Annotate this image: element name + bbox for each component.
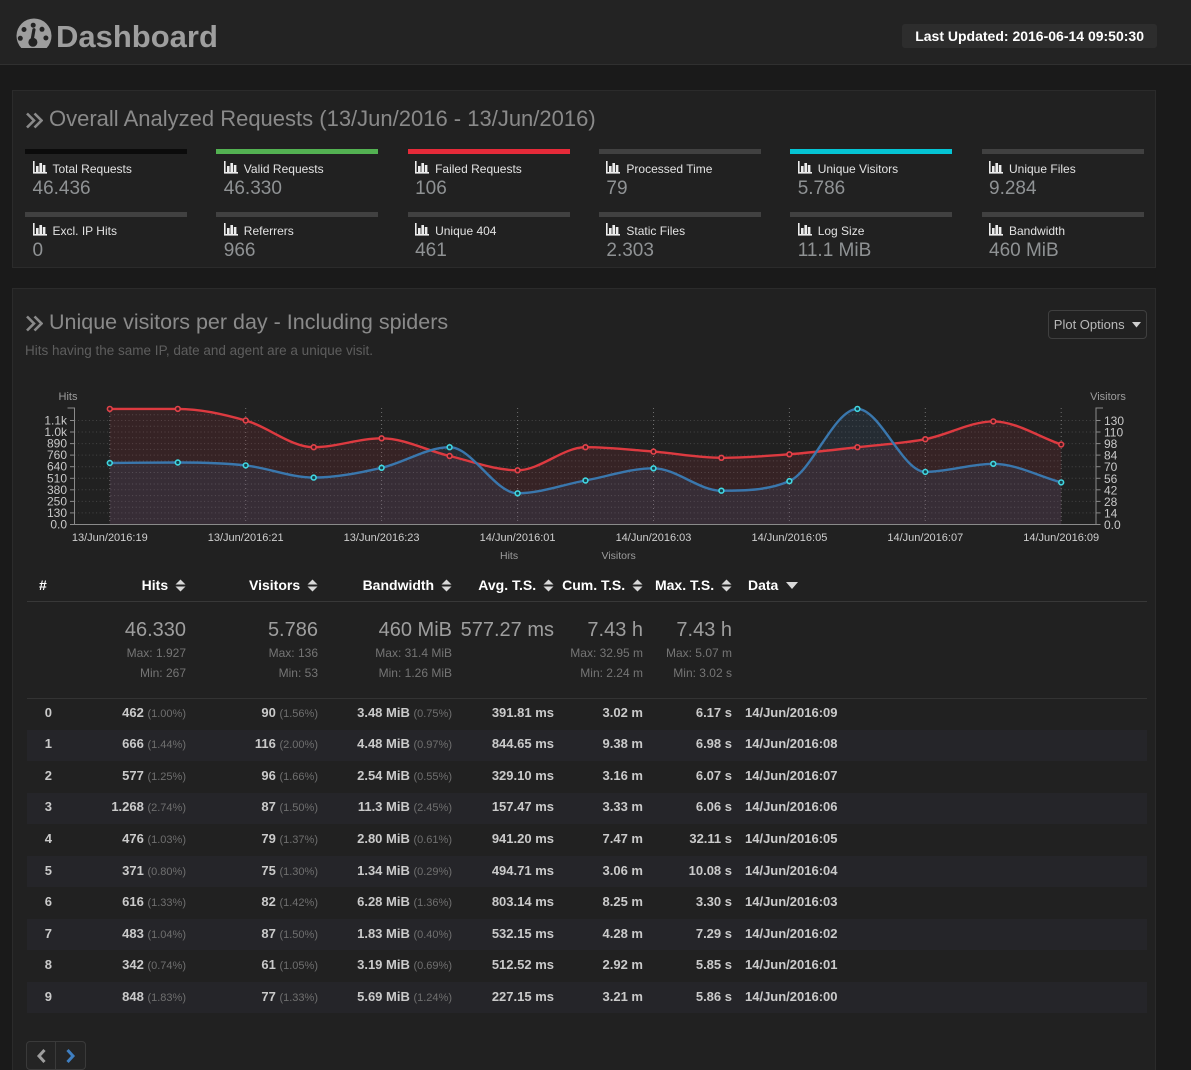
- svg-text:14/Jun/2016:01: 14/Jun/2016:01: [480, 532, 556, 544]
- svg-text:1.1k: 1.1k: [44, 414, 68, 428]
- svg-text:14/Jun/2016:05: 14/Jun/2016:05: [751, 532, 827, 544]
- svg-text:98: 98: [1104, 437, 1118, 451]
- svg-text:760: 760: [47, 448, 67, 462]
- svg-text:42: 42: [1104, 483, 1118, 497]
- svg-text:14/Jun/2016:07: 14/Jun/2016:07: [887, 532, 963, 544]
- svg-text:14: 14: [1104, 506, 1118, 520]
- svg-text:Hits: Hits: [500, 550, 518, 562]
- svg-text:28: 28: [1104, 495, 1118, 509]
- svg-text:13/Jun/2016:23: 13/Jun/2016:23: [344, 532, 420, 544]
- svg-text:1.0k: 1.0k: [44, 425, 68, 439]
- svg-text:130: 130: [1104, 414, 1124, 428]
- svg-text:510: 510: [47, 471, 67, 485]
- svg-text:250: 250: [47, 494, 67, 508]
- svg-text:640: 640: [47, 460, 67, 474]
- svg-text:14/Jun/2016:03: 14/Jun/2016:03: [616, 532, 692, 544]
- svg-text:70: 70: [1104, 460, 1118, 474]
- svg-text:380: 380: [47, 483, 67, 497]
- svg-text:84: 84: [1104, 449, 1118, 463]
- svg-text:14/Jun/2016:09: 14/Jun/2016:09: [1023, 532, 1099, 544]
- svg-text:110: 110: [1104, 426, 1123, 440]
- svg-text:13/Jun/2016:21: 13/Jun/2016:21: [208, 532, 284, 544]
- svg-text:13/Jun/2016:19: 13/Jun/2016:19: [72, 532, 148, 544]
- svg-text:890: 890: [47, 437, 67, 451]
- svg-text:Hits: Hits: [59, 391, 78, 403]
- svg-text:56: 56: [1104, 472, 1118, 486]
- svg-text:130: 130: [47, 506, 67, 520]
- svg-text:0.0: 0.0: [1104, 518, 1121, 532]
- svg-text:0.0: 0.0: [50, 518, 67, 532]
- svg-text:Visitors: Visitors: [602, 550, 636, 562]
- svg-text:Visitors: Visitors: [1090, 391, 1126, 403]
